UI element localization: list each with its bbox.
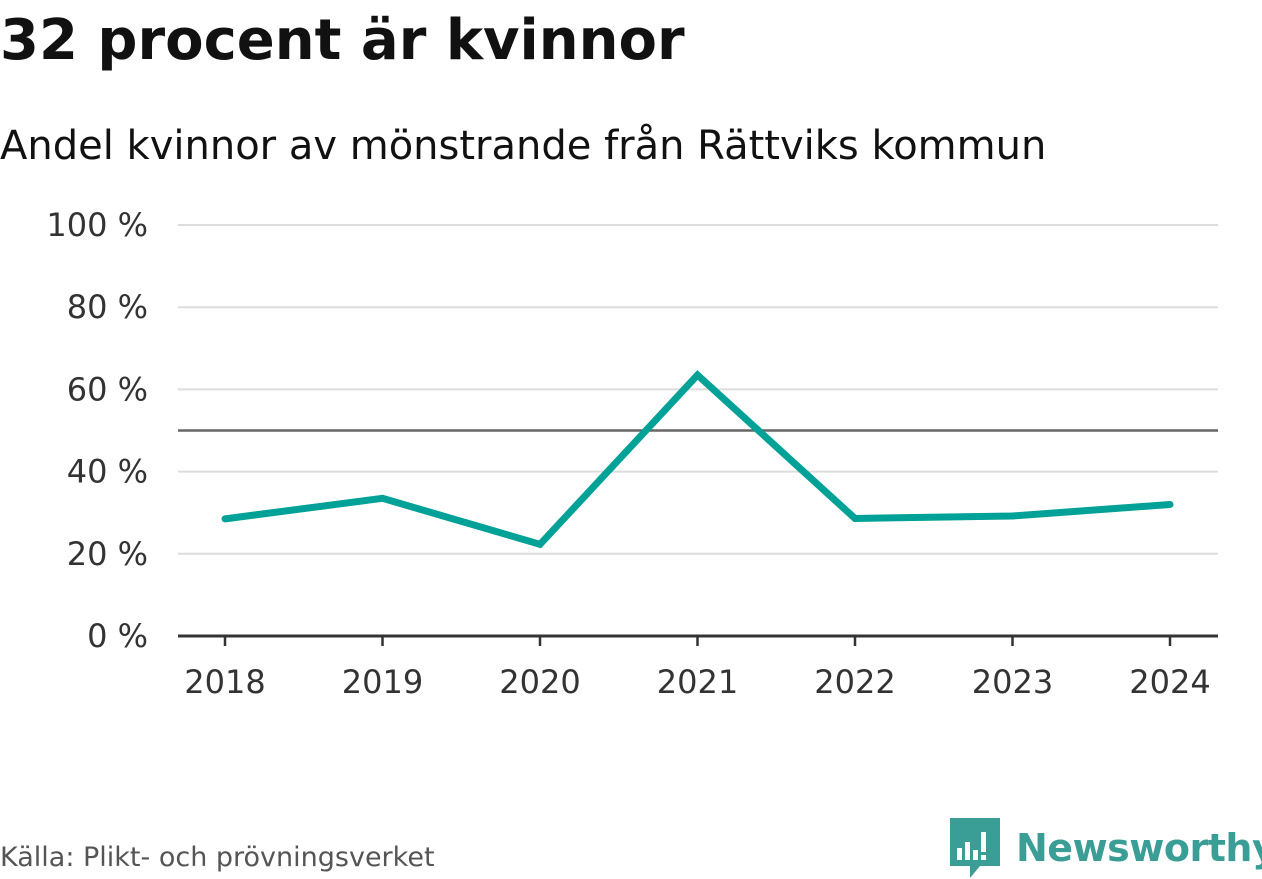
brand-name: Newsworthy	[1016, 826, 1262, 870]
x-tick-label: 2019	[342, 663, 423, 701]
y-tick-label: 20 %	[67, 535, 148, 573]
y-tick-label: 100 %	[46, 206, 148, 244]
x-tick-label: 2018	[184, 663, 265, 701]
chart-subtitle: Andel kvinnor av mönstrande från Rättvik…	[0, 123, 1047, 169]
data-point	[536, 540, 544, 548]
x-tick-label: 2023	[972, 663, 1053, 701]
newsworthy-logo-icon	[950, 818, 1000, 878]
data-point	[1166, 500, 1174, 508]
data-point	[851, 514, 859, 522]
source-note: Källa: Plikt- och prövningsverket	[0, 842, 435, 873]
x-axis: 2018 2019 2020 2021 2022 2023 2024	[178, 634, 1218, 701]
x-tick-label: 2022	[814, 663, 895, 701]
data-point	[694, 371, 701, 379]
x-tick-label: 2021	[657, 663, 738, 701]
data-point	[221, 515, 229, 523]
gridlines	[178, 224, 1218, 555]
chart-title: 32 procent är kvinnor	[0, 8, 685, 73]
brand: Newsworthy	[950, 818, 1262, 878]
y-tick-label: 60 %	[67, 370, 148, 408]
y-tick-label: 80 %	[67, 288, 148, 326]
data-point	[379, 494, 386, 502]
y-axis-ticks: 0 % 20 % 40 % 60 % 80 % 100 %	[46, 206, 148, 655]
x-tick-label: 2020	[499, 663, 580, 701]
x-tick-label: 2024	[1129, 663, 1210, 701]
y-tick-label: 0 %	[87, 617, 148, 655]
y-tick-label: 40 %	[67, 453, 148, 491]
series-line	[224, 370, 1171, 549]
data-point	[1009, 512, 1016, 520]
series-group	[221, 370, 1174, 549]
